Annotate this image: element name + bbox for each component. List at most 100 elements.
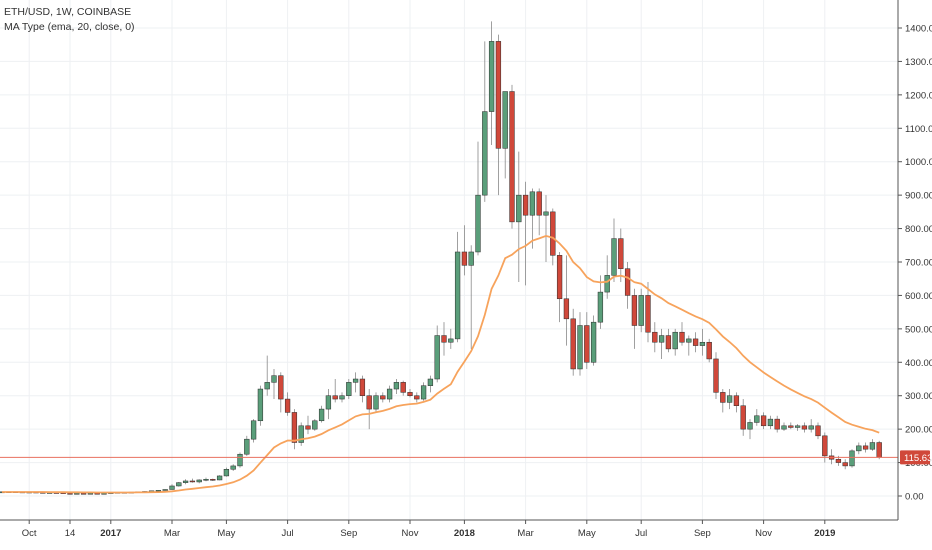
candle-body [822, 435, 828, 457]
candle [223, 467, 230, 477]
candle-body [869, 442, 876, 450]
candle [706, 338, 712, 363]
candle [679, 322, 685, 346]
candle-body [509, 91, 515, 223]
candle [686, 335, 692, 356]
candle [380, 392, 386, 403]
candle-body [631, 295, 638, 326]
candle [257, 385, 264, 426]
candle-body [101, 493, 107, 495]
candle [577, 312, 583, 376]
candle-body [454, 251, 461, 340]
candle [244, 435, 250, 456]
y-tick-label: 0.00 [905, 492, 924, 503]
candle-body [359, 378, 366, 396]
candle-body [312, 420, 318, 430]
candle-body [216, 475, 223, 481]
y-tick-label: 1000.00 [905, 157, 932, 168]
candle-body [699, 341, 706, 346]
candle-body [427, 378, 434, 386]
candle-body [386, 388, 393, 400]
candle-body [522, 194, 529, 216]
y-tick-label: 300.00 [905, 391, 932, 402]
candle [298, 422, 304, 446]
candle [740, 399, 746, 436]
y-tick-label: 1400.00 [905, 24, 932, 35]
candle [570, 308, 576, 376]
candle-body [862, 445, 869, 450]
candle-body [815, 425, 821, 437]
x-tick-label: 2019 [814, 528, 835, 539]
x-tick-label: May [217, 528, 235, 539]
candle-body [720, 392, 726, 403]
y-tick-label: 600.00 [905, 291, 932, 302]
last-price-tag: 115.63 [900, 450, 932, 465]
candle [264, 355, 270, 396]
candle-body [543, 211, 549, 216]
candle [386, 385, 393, 403]
candle-body [495, 41, 502, 149]
y-tick-label: 900.00 [905, 191, 932, 202]
candle [862, 442, 869, 453]
candle [638, 288, 644, 333]
candle-body [325, 395, 332, 410]
candle [849, 449, 855, 468]
candle-body [393, 382, 400, 390]
candle-body [400, 382, 406, 393]
candle-body [570, 318, 576, 370]
candle-body [876, 442, 882, 458]
candle [828, 449, 835, 465]
candle-body [264, 382, 270, 390]
candle [767, 415, 774, 430]
candle-body [223, 469, 230, 477]
candle-body [665, 335, 672, 350]
indicator-label: MA Type (ema, 20, close, 0) [4, 21, 135, 33]
candle [611, 218, 617, 283]
candle-body [604, 275, 610, 293]
candle-body [760, 415, 767, 427]
candle [502, 91, 508, 179]
candle-body [767, 418, 774, 427]
candle [196, 479, 202, 484]
candle [747, 419, 753, 440]
candle-body [230, 465, 236, 470]
candle [645, 282, 651, 343]
candle-body [461, 251, 468, 266]
candle [631, 288, 638, 349]
candle-body [196, 479, 202, 483]
candle [475, 141, 481, 256]
candle [373, 392, 379, 413]
candle-body [468, 251, 474, 266]
candle [652, 322, 658, 353]
candle [563, 255, 570, 346]
symbol-label: ETH/USD, 1W, COINBASE [4, 6, 132, 18]
candle-body [373, 395, 379, 410]
candle-body [529, 191, 536, 216]
candle [815, 422, 821, 440]
grid [0, 0, 898, 520]
candle-body [733, 395, 740, 406]
candle [427, 375, 434, 393]
candle-body [706, 341, 712, 360]
y-tick-label: 400.00 [905, 358, 932, 369]
candle-body [250, 420, 257, 440]
x-tick-label: Jul [635, 528, 647, 539]
candle-body [488, 41, 495, 112]
candle [407, 389, 413, 398]
candle [733, 392, 740, 413]
candle [271, 368, 277, 400]
candle [325, 389, 332, 420]
candle-body [305, 425, 311, 430]
candle [366, 389, 372, 430]
candle [522, 181, 529, 286]
candle-body [516, 194, 522, 223]
candle-body [434, 335, 440, 380]
candle [400, 380, 406, 396]
candle-body [237, 453, 243, 467]
candle [468, 245, 474, 349]
candle-body [87, 493, 94, 495]
candle-body [475, 194, 481, 253]
candle [720, 389, 726, 413]
